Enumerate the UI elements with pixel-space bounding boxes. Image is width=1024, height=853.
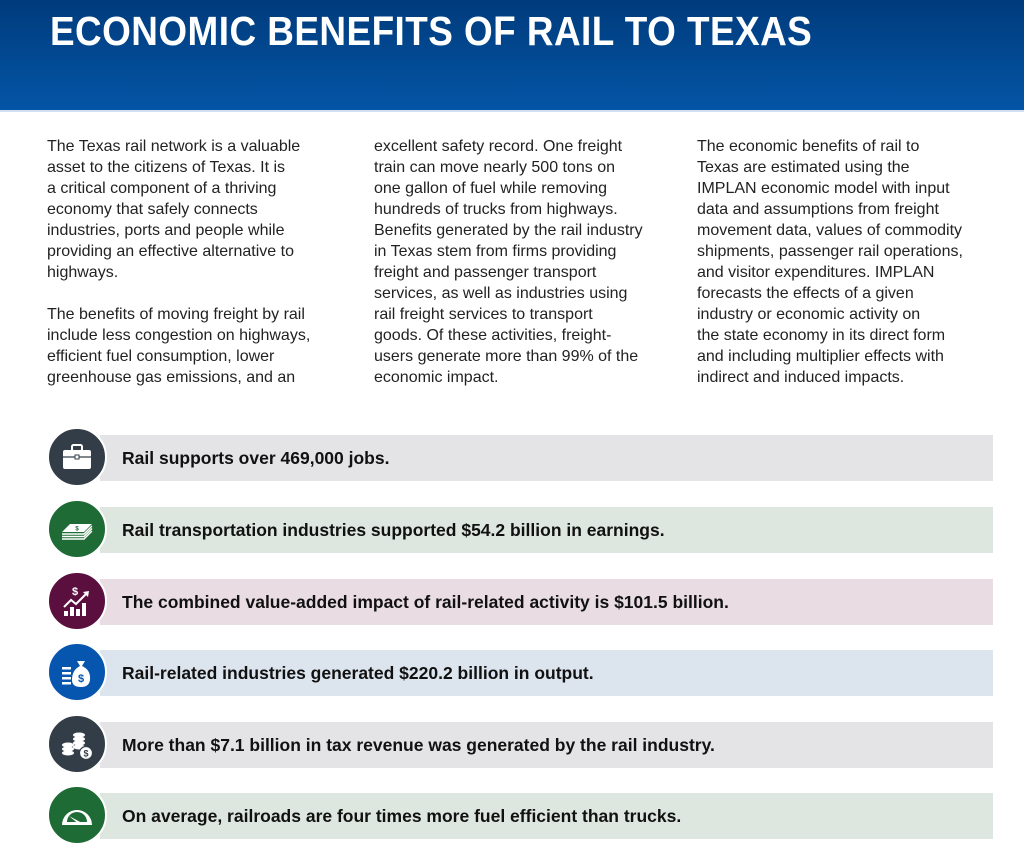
body-text-line: rail freight services to transport xyxy=(374,306,593,323)
body-text-line: The economic benefits of rail to xyxy=(697,138,920,155)
stat-bar: Rail transportation industries supported… xyxy=(100,507,993,553)
money-stack-icon: $ xyxy=(62,524,93,540)
stat-row: Rail transportation industries supported… xyxy=(0,498,1024,562)
stat-row: The combined value-added impact of rail-… xyxy=(0,570,1024,634)
stat-text: The combined value-added impact of rail-… xyxy=(122,592,729,612)
body-text-line: a critical component of a thriving xyxy=(47,180,277,197)
stat-icon-circle xyxy=(47,785,107,845)
stat-icon-circle xyxy=(47,427,107,487)
body-text-line: greenhouse gas emissions, and an xyxy=(47,369,296,386)
stat-text: Rail-related industries generated $220.2… xyxy=(122,663,594,683)
body-text-line: one gallon of fuel while removing xyxy=(374,180,608,197)
body-text-line: services, as well as industries using xyxy=(374,285,628,302)
coins-icon: $ xyxy=(62,732,94,761)
svg-text:$: $ xyxy=(78,673,84,685)
growth-chart-icon: $ xyxy=(63,586,89,616)
body-text-line: indirect and induced impacts. xyxy=(697,369,905,386)
stat-icon-circle: $ xyxy=(47,714,107,774)
stat-text: On average, railroads are four times mor… xyxy=(122,806,682,826)
stat-text: Rail supports over 469,000 jobs. xyxy=(122,448,390,468)
body-text-line: shipments, passenger rail operations, xyxy=(697,243,963,260)
stat-row: Rail-related industries generated $220.2… xyxy=(0,641,1024,705)
body-text-line: industries, ports and people while xyxy=(47,222,285,239)
header-banner: ECONOMIC BENEFITS OF RAIL TO TEXAS xyxy=(0,0,1024,112)
body-text-line: goods. Of these activities, freight- xyxy=(374,327,612,344)
body-text-line: and visitor expenditures. IMPLAN xyxy=(697,264,935,281)
svg-text:$: $ xyxy=(83,749,88,759)
stat-bar: Rail-related industries generated $220.2… xyxy=(100,650,993,696)
stat-icon-circle: $ xyxy=(47,499,107,559)
body-text-line: industry or economic activity on xyxy=(697,306,921,323)
body-text-line: economy that safely connects xyxy=(47,201,258,218)
body-text-line: economic impact. xyxy=(374,369,499,386)
intro-column-3: The economic benefits of rail to Texas ar… xyxy=(697,136,963,388)
stat-row: More than $7.1 billion in tax revenue wa… xyxy=(0,713,1024,777)
body-text-line: train can move nearly 500 tons on xyxy=(374,159,616,176)
body-text-line: in Texas stem from firms providing xyxy=(374,243,617,260)
body-text-line: IMPLAN economic model with input xyxy=(697,180,950,197)
body-text-line: excellent safety record. One freight xyxy=(374,138,623,155)
intro-column-1: The Texas rail network is a valuable asse… xyxy=(47,136,310,388)
stat-bar: More than $7.1 billion in tax revenue wa… xyxy=(100,722,993,768)
body-text-line: asset to the citizens of Texas. It is xyxy=(47,159,286,176)
stat-bar: Rail supports over 469,000 jobs. xyxy=(100,435,993,481)
body-text-line: hundreds of trucks from highways. xyxy=(374,201,618,218)
body-text-line: Benefits generated by the rail industry xyxy=(374,222,643,239)
body-text-line: forecasts the effects of a given xyxy=(697,285,914,302)
body-text-line: users generate more than 99% of the xyxy=(374,348,639,365)
stat-row: On average, railroads are four times mor… xyxy=(0,784,1024,848)
stat-row: Rail supports over 469,000 jobs. xyxy=(0,426,1024,490)
stat-icon-circle: $ xyxy=(47,642,107,702)
body-text-line: include less congestion on highways, xyxy=(47,327,311,344)
body-text-line: data and assumptions from freight xyxy=(697,201,939,218)
body-text-line: highways. xyxy=(47,264,119,281)
body-text-line: freight and passenger transport xyxy=(374,264,597,281)
page-title: ECONOMIC BENEFITS OF RAIL TO TEXAS xyxy=(50,8,813,54)
svg-text:$: $ xyxy=(72,586,78,598)
body-text-line: movement data, values of commodity xyxy=(697,222,963,239)
body-text-line: efficient fuel consumption, lower xyxy=(47,348,275,365)
stat-text: More than $7.1 billion in tax revenue wa… xyxy=(122,735,715,755)
svg-text:$: $ xyxy=(75,527,79,533)
body-text-line: The Texas rail network is a valuable xyxy=(47,138,301,155)
body-text-line: providing an effective alternative to xyxy=(47,243,294,260)
intro-column-2: excellent safety record. One freight trai… xyxy=(374,136,643,388)
stat-bar: The combined value-added impact of rail-… xyxy=(100,579,993,625)
stat-text: Rail transportation industries supported… xyxy=(122,520,665,540)
stat-bar: On average, railroads are four times mor… xyxy=(100,793,993,839)
body-text-line: Texas are estimated using the xyxy=(697,159,910,176)
stat-icon-circle: $ xyxy=(47,571,107,631)
body-text-line: the state economy in its direct form xyxy=(697,327,946,344)
body-text-line: The benefits of moving freight by rail xyxy=(47,306,305,323)
paragraph-gap xyxy=(47,283,310,304)
money-bag-icon: $ xyxy=(62,661,91,687)
body-text-line: and including multiplier effects with xyxy=(697,348,944,365)
gauge-icon xyxy=(62,810,92,825)
briefcase-icon xyxy=(63,444,91,469)
